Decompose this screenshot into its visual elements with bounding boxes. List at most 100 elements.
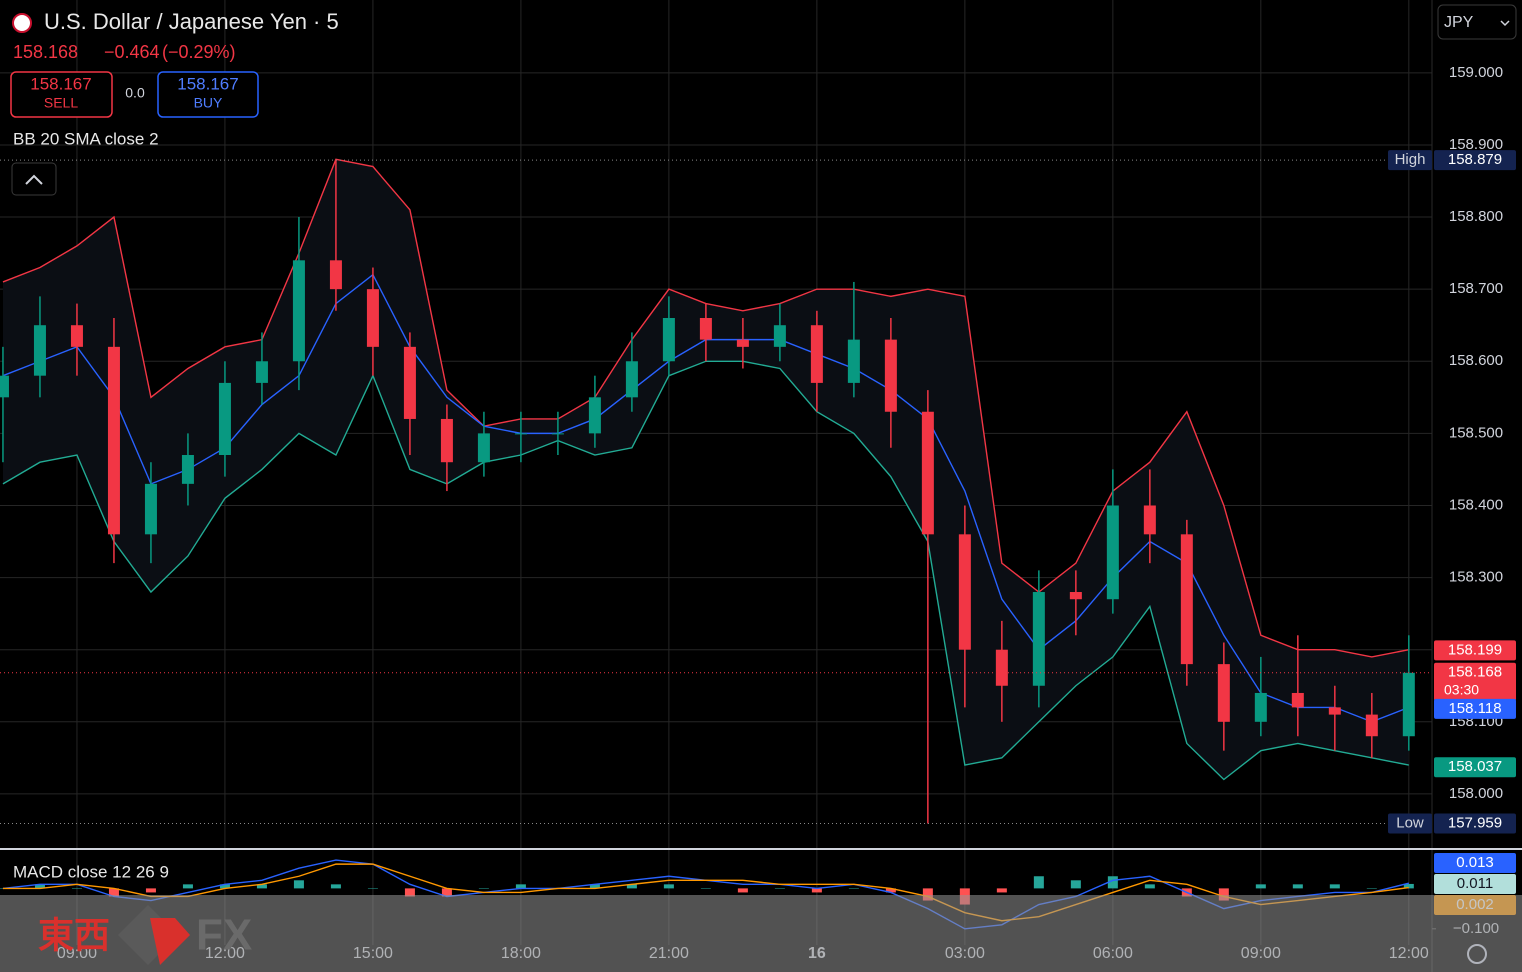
price-badge-value: 158.168 [1448,664,1502,681]
buy-label: BUY [194,95,223,111]
macd-histogram-bar [885,888,896,893]
candle-body [1254,692,1267,722]
candle-body [995,649,1008,686]
candle-body [329,260,342,290]
macd-histogram-bar [1292,884,1303,889]
price-badge [1434,662,1516,701]
macd-histogram-bar [626,884,637,889]
currency-label: JPY [1444,14,1474,31]
candle-body [625,361,638,398]
macd-histogram-bar [145,888,156,893]
macd-histogram-bar [256,884,267,889]
macd-label: MACD close 12 26 9 [13,862,169,881]
chevron-icon [25,174,43,185]
candle-body [1032,592,1045,686]
candle-body [181,455,194,484]
candle-body [1291,692,1304,708]
macd-histogram-bar [330,884,341,889]
candle-body [884,339,897,412]
watermark-logo: 東西 FX [38,905,252,965]
y-tick-label: 158.400 [1449,496,1503,513]
macd-histogram-bar [1107,876,1118,889]
price-badge [1434,640,1516,661]
candle-body [218,382,231,456]
y-tick-label: 158.500 [1449,424,1503,441]
macd-histogram-bar [1366,888,1377,889]
macd-histogram-bar [663,884,674,889]
macd-histogram-bar [737,888,748,893]
macd-histogram-bar [1403,883,1414,889]
candle-body [403,346,416,419]
candle-body [773,325,786,347]
candle-body [1402,672,1415,737]
candle-body [1106,505,1119,600]
indicator-label: BB 20 SMA close 2 [13,129,159,148]
candle-body [70,325,83,347]
y-tick-label: 158.700 [1449,280,1503,297]
sell-button[interactable] [10,71,113,118]
macd-histogram-bar [515,884,526,889]
candle-body [1143,505,1156,535]
y-tick-label: 158.300 [1449,569,1503,586]
macd-badge-value: 0.011 [1457,875,1493,892]
price-badge-value: 157.959 [1448,814,1502,831]
band-fill [2,159,1409,780]
price-badge [1434,150,1516,171]
price-badge-name: Low [1396,814,1424,831]
candle-body [292,260,305,362]
y-tick-label: 158.900 [1449,136,1503,153]
price-badge [1434,757,1516,778]
collapse-button[interactable] [11,162,57,196]
candle-body [1217,664,1230,722]
buy-button[interactable] [157,71,259,118]
macd-histogram-bar [182,884,193,889]
watermark-band [0,895,1522,972]
macd-histogram-bar [848,888,859,889]
macd-histogram-bar [404,888,415,897]
price-badge-value: 158.879 [1448,151,1502,168]
flag-icon [12,13,32,33]
y-tick-label: 158.800 [1449,208,1503,225]
candle-body [440,418,453,463]
price-badge-name: High [1395,151,1426,168]
buy-price: 158.167 [177,74,238,93]
candle-body [588,397,601,434]
macd-histogram-bar [1033,876,1044,889]
macd-badge-value: 0.013 [1456,854,1494,871]
candle-body [1180,534,1193,665]
settings-icon[interactable] [1467,944,1487,964]
candle-body [551,433,564,435]
candle-body [366,289,379,347]
plot [0,158,1432,930]
candle-body [921,411,934,535]
macd-histogram-bar [108,888,119,897]
candle-body [144,483,157,535]
macd-histogram-bar [219,884,230,889]
macd-histogram-bar [589,884,600,889]
watermark-latin: FX [196,911,252,960]
candle-body [958,534,971,650]
sell-label: SELL [44,95,78,111]
spread: 0.0 [125,85,145,101]
macd-histogram-bar [811,888,822,893]
last-price: 158.168 [13,42,78,62]
watermark-cjk: 東西 [38,915,110,956]
y-tick-label: 159.000 [1449,64,1503,81]
price-badge [1434,698,1516,719]
macd-histogram-bar [1255,884,1266,889]
logo-arrow [150,918,190,965]
macd-histogram-bar [996,888,1007,893]
macd-histogram-bar [293,880,304,889]
candle-body [847,339,860,383]
candle-body [477,433,490,463]
symbol-title: U.S. Dollar / Japanese Yen · 5 [44,9,339,34]
price-badge-value: 158.199 [1448,641,1502,658]
header: U.S. Dollar / Japanese Yen · 5 158.168 −… [10,4,1517,881]
currency-select[interactable] [1437,4,1517,40]
macd-histogram-bar [367,888,378,889]
candle-body [699,318,712,340]
grid [0,0,1432,945]
y-tick-label: 158.600 [1449,352,1503,369]
